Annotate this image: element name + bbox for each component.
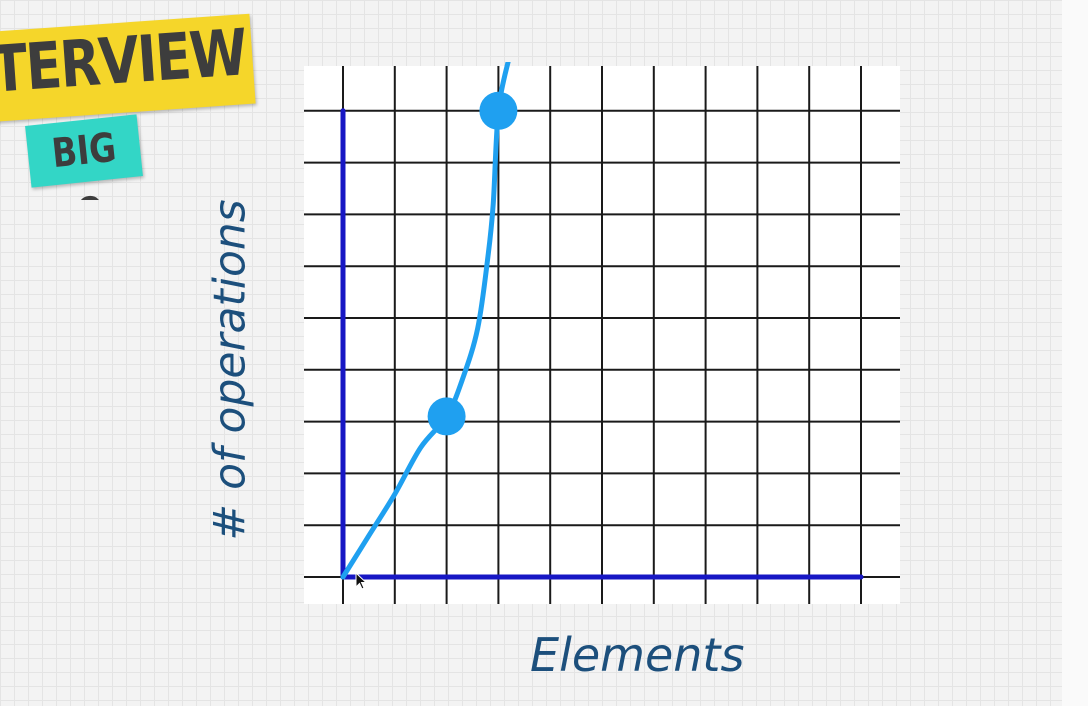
window-edge bbox=[1062, 0, 1088, 706]
y-axis-label-text: # of operations bbox=[204, 199, 256, 541]
x-axis-label: Elements bbox=[530, 628, 745, 682]
chart-series bbox=[340, 62, 511, 580]
data-point-0 bbox=[427, 397, 466, 436]
chart-points bbox=[427, 91, 518, 436]
series-line-0 bbox=[340, 62, 511, 580]
data-point-1 bbox=[479, 91, 518, 130]
chart-grid bbox=[304, 66, 900, 604]
mouse-cursor-icon bbox=[355, 572, 368, 590]
chart-axes bbox=[340, 108, 864, 580]
